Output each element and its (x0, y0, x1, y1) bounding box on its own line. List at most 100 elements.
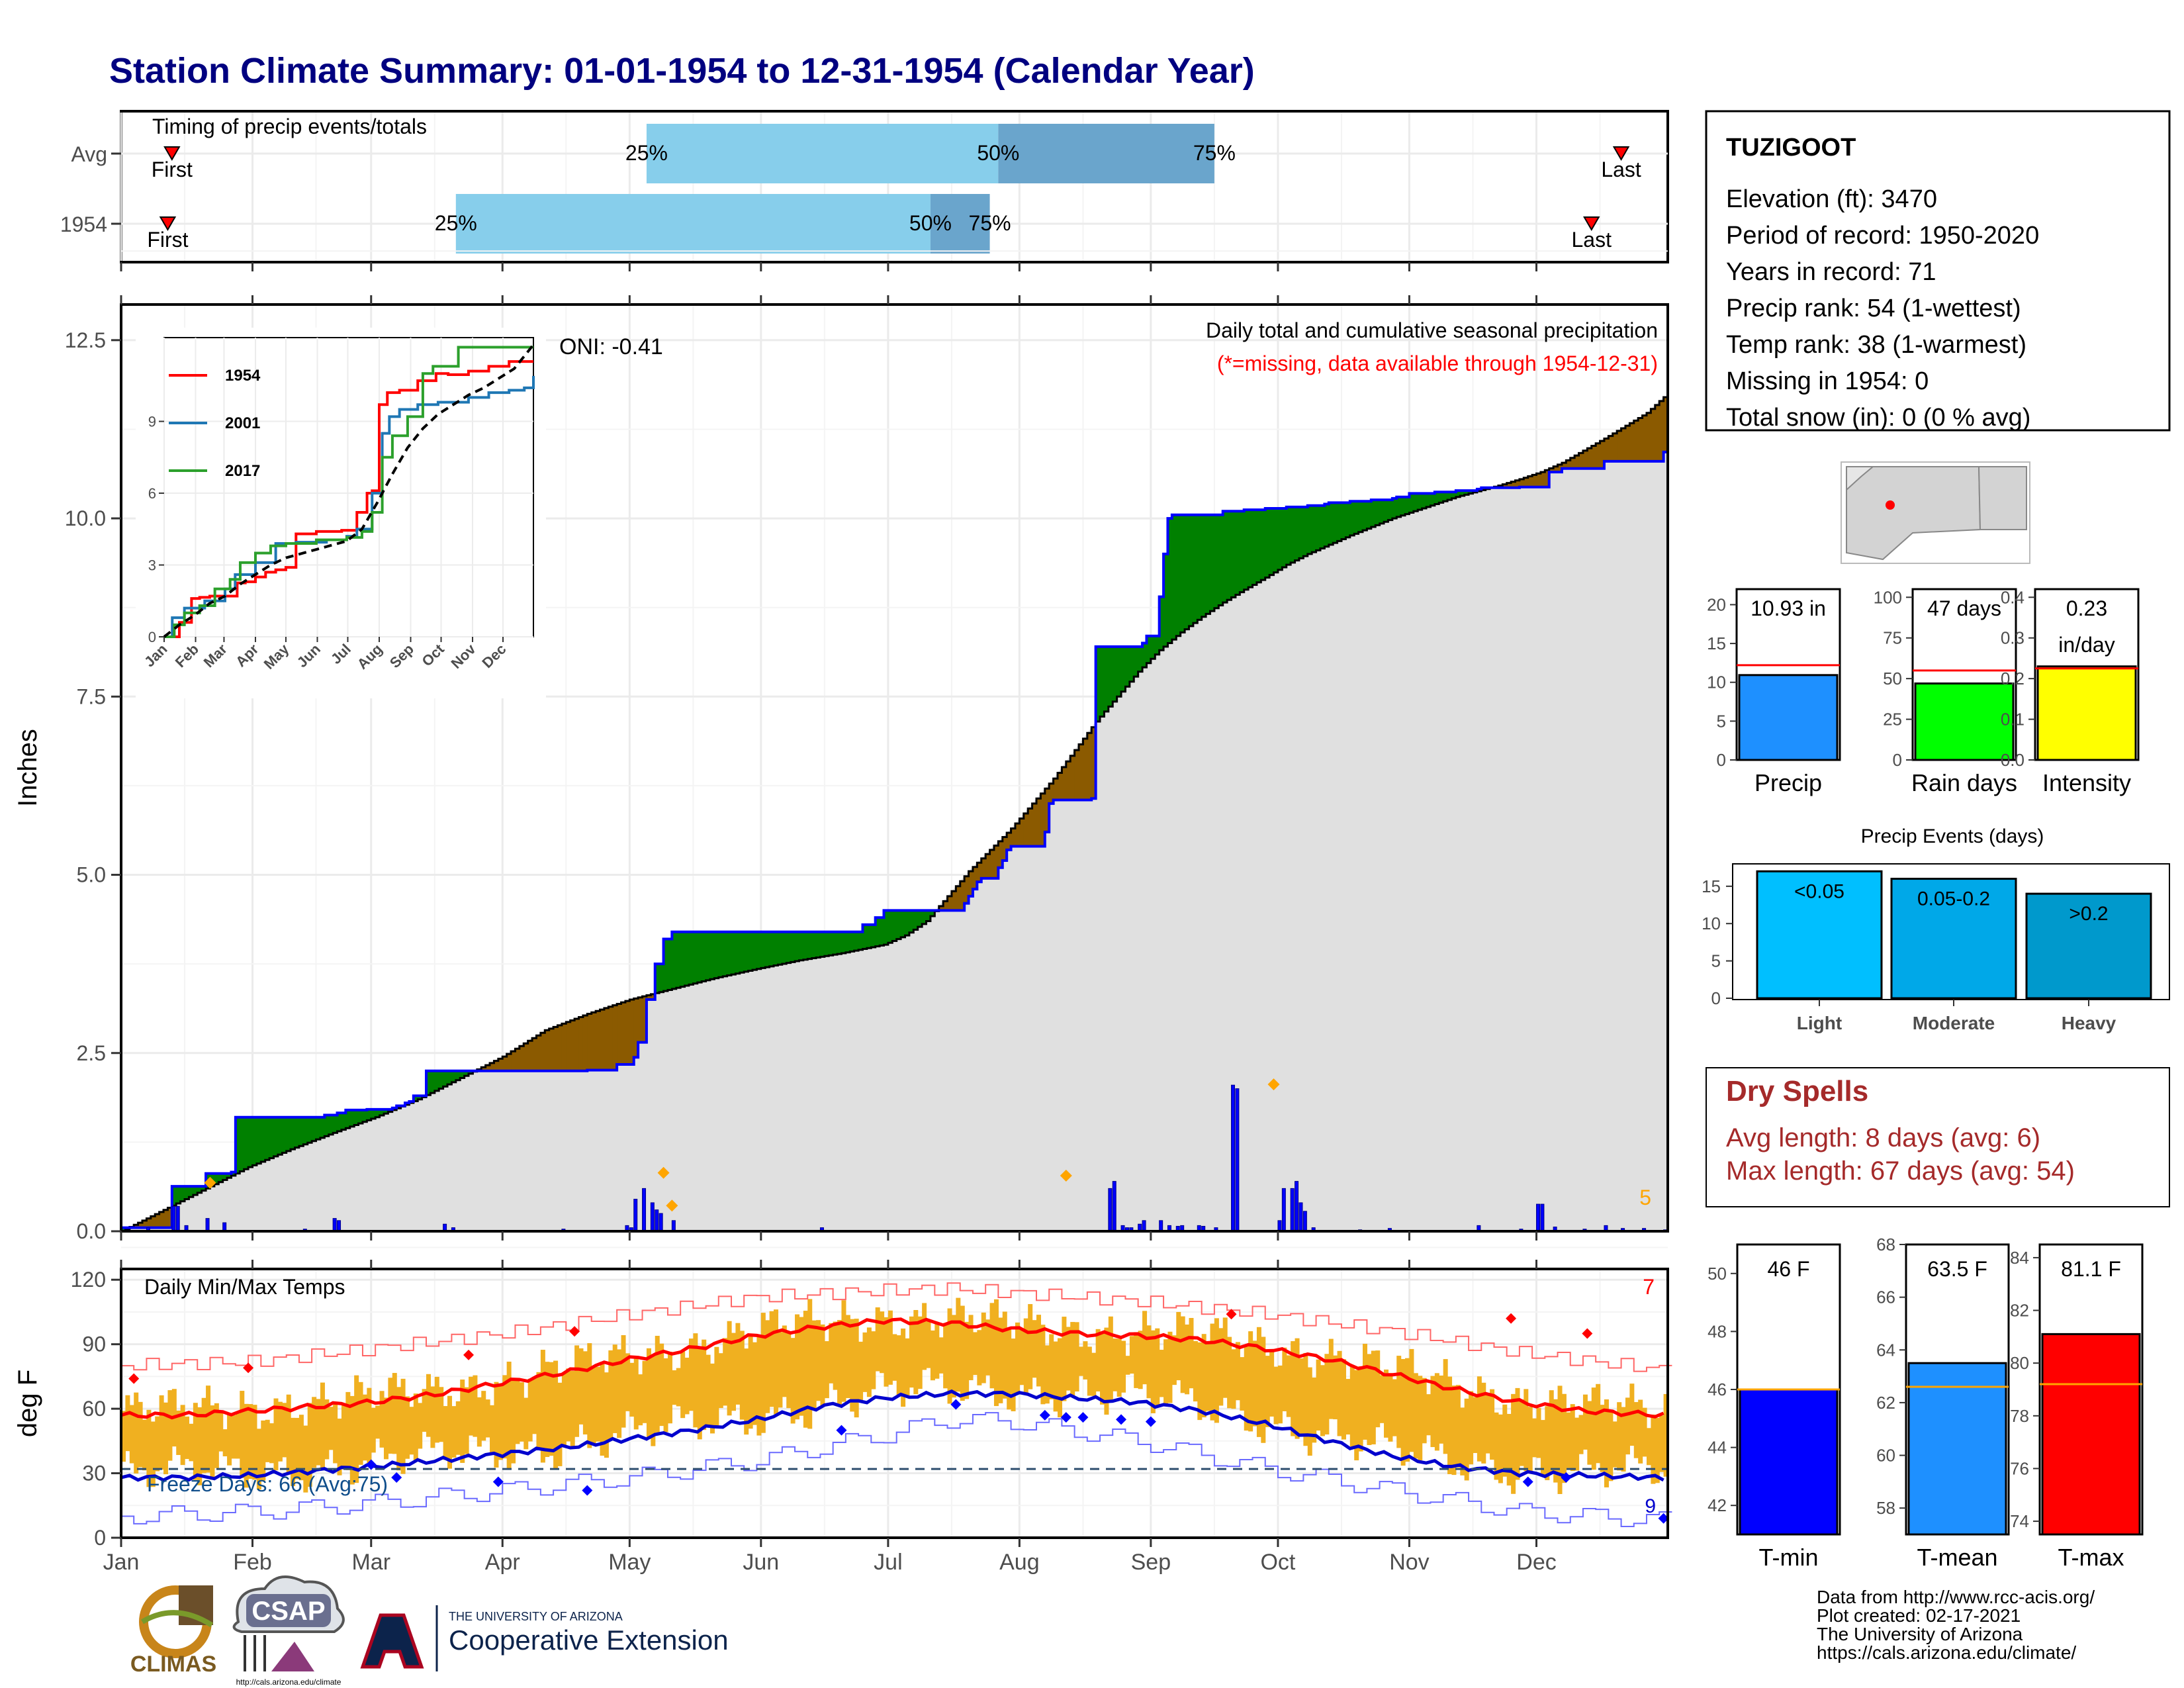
daily-temp-range-bar (1079, 1346, 1084, 1376)
temp-x-tick-label: Dec (1516, 1550, 1556, 1575)
daily-temp-range-bar (1460, 1407, 1465, 1476)
daily-temp-range-bar (769, 1311, 774, 1407)
ua-small-text: THE UNIVERSITY OF ARIZONA (449, 1610, 623, 1623)
below-normal-strip (981, 858, 986, 878)
below-normal-strip (146, 1218, 152, 1228)
daily-temp-range-bar (286, 1394, 291, 1475)
daily-temp-range-bar (709, 1363, 715, 1434)
daily-temp-range-bar (1316, 1359, 1321, 1431)
above-normal-strip (1426, 493, 1432, 507)
station-detail-line: Years in record: 71 (1726, 258, 1936, 286)
csap-logo-text: CSAP (251, 1597, 325, 1626)
inset-series (163, 344, 535, 638)
mini-bar-tick-label: 15 (1707, 633, 1726, 653)
station-detail-line: Temp rank: 38 (1-warmest) (1726, 331, 2026, 359)
above-normal-strip (1455, 491, 1461, 497)
daily-temp-range-bar (989, 1303, 995, 1389)
precip-event-category: Heavy (2062, 1013, 2116, 1033)
daily-temp-range-bar (371, 1407, 376, 1453)
above-normal-strip (282, 1117, 287, 1153)
daily-precip-bar (1231, 1084, 1236, 1232)
timing-panel: Timing of precip events/totals Avg 25% 50%… (60, 110, 1669, 271)
above-normal-strip (1163, 553, 1169, 647)
above-normal-strip (1269, 508, 1275, 575)
above-normal-strip (1121, 646, 1126, 692)
below-normal-strip (951, 891, 956, 911)
daily-temp-range-bar (922, 1303, 927, 1370)
above-normal-strip (261, 1117, 266, 1162)
daily-temp-range-bar (1582, 1394, 1588, 1450)
temp-x-tick-label: Mar (351, 1550, 390, 1575)
ua-extension-text: Cooperative Extension (449, 1624, 729, 1656)
below-normal-strip (1019, 818, 1024, 847)
daily-temp-range-bar (947, 1308, 952, 1404)
below-normal-strip (553, 1027, 559, 1071)
daily-temp-range-bar (880, 1311, 885, 1374)
daily-temp-range-bar (222, 1429, 228, 1457)
daily-temp-range-bar (901, 1328, 906, 1407)
temp-summary-bars: 42 44 46 48 50 46 F T-min 58 60 62 64 66 68 63.5 F T-m… (1707, 1235, 2144, 1571)
above-normal-strip (922, 910, 927, 924)
daily-temp-range-bar (1625, 1397, 1630, 1455)
daily-temp-range-bar (646, 1348, 651, 1439)
above-normal-strip (1261, 510, 1266, 581)
station-details: Elevation (ft): 3470 Period of record: 19… (1726, 185, 2039, 432)
daily-temp-range-bar (837, 1320, 842, 1405)
temp-summary-tick-label: 60 (1876, 1446, 1895, 1466)
timing-q50-label: 50% (909, 211, 952, 235)
daily-temp-range-bar (422, 1389, 427, 1432)
below-normal-strip (617, 1004, 622, 1064)
daily-temp-range-bar (1608, 1411, 1614, 1481)
below-normal-strip (536, 1035, 541, 1071)
below-normal-strip (1527, 476, 1533, 487)
below-normal-strip (1032, 803, 1037, 847)
above-normal-strip (667, 939, 672, 990)
temp-summary-label: T-min (1759, 1544, 1819, 1571)
daily-temp-range-bar (1506, 1413, 1512, 1486)
temp-summary-tick-label: 80 (2010, 1353, 2029, 1373)
record-high-marker (243, 1362, 254, 1374)
above-normal-strip (837, 931, 842, 955)
record-low-count: 9 (1645, 1495, 1656, 1517)
climas-logo-swoosh (140, 1610, 214, 1628)
below-normal-strip (545, 1030, 550, 1071)
daily-temp-range-bar (1291, 1341, 1296, 1436)
daily-temp-range-bar (214, 1403, 219, 1468)
daily-temp-range-bar (197, 1407, 203, 1485)
daily-temp-range-bar (1036, 1315, 1041, 1387)
daily-temp-range-bar (1222, 1317, 1228, 1398)
daily-precip-bar (1142, 1220, 1146, 1232)
first-event-label: First (152, 158, 193, 181)
daily-temp-range-bar (1570, 1404, 1575, 1472)
daily-temp-range-bar (714, 1346, 719, 1428)
below-normal-strip (1638, 418, 1643, 461)
daily-temp-range-bar (1074, 1322, 1079, 1392)
above-normal-strip (1214, 514, 1219, 608)
daily-temp-range-bar (1430, 1376, 1435, 1448)
above-normal-strip (778, 931, 783, 965)
precip-event-bar-label: >0.2 (2069, 903, 2108, 925)
below-normal-strip (633, 998, 639, 1058)
below-normal-strip (138, 1223, 143, 1228)
record-low-marker (1658, 1513, 1669, 1524)
above-normal-strip (1439, 492, 1444, 503)
temp-summary-bar (2041, 1333, 2141, 1536)
daily-temp-range-bar (1633, 1402, 1639, 1458)
below-normal-strip (1600, 441, 1605, 469)
above-normal-strip (312, 1117, 317, 1141)
daily-temp-range-bar (155, 1416, 160, 1472)
daily-temp-range-bar (400, 1378, 406, 1474)
daily-precip-bar (671, 1220, 676, 1232)
above-normal-strip (1134, 646, 1139, 677)
daily-temp-range-bar (455, 1401, 461, 1455)
mini-bar-value (1914, 682, 2015, 761)
temp-y-label: deg F (13, 1370, 42, 1437)
daily-temp-range-bar (727, 1321, 732, 1416)
daily-temp-range-bar (752, 1342, 758, 1425)
daily-temp-range-bar (672, 1370, 677, 1405)
above-normal-strip (222, 1173, 228, 1180)
daily-temp-range-bar (638, 1374, 643, 1426)
timing-q50-label: 50% (977, 141, 1019, 165)
daily-temp-range-bar (1494, 1412, 1499, 1480)
